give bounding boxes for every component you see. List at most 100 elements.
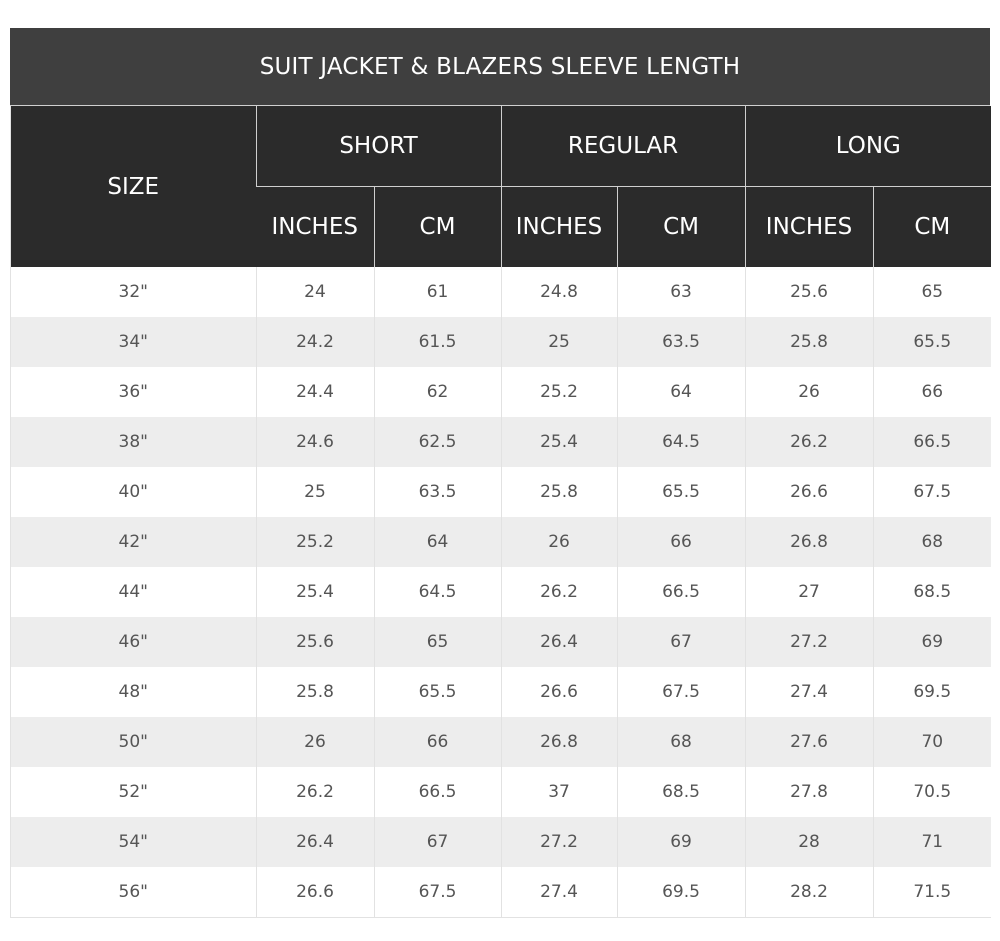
short-cm-cell: 62.5 <box>373 417 502 467</box>
regular-inches-cell: 26.2 <box>500 567 618 617</box>
regular-inches-cell: 25.2 <box>500 367 618 417</box>
size-cell: 52" <box>11 767 256 817</box>
short-inches-cell: 25.2 <box>255 517 374 567</box>
regular-cm-cell: 67.5 <box>616 667 746 717</box>
size-column-header: SIZE <box>11 106 256 267</box>
long-cm-cell: 65 <box>872 267 992 317</box>
long-cm-cell: 68.5 <box>872 567 992 617</box>
short-cm-cell: 66 <box>373 717 502 767</box>
short-inches-cell: 26.2 <box>255 767 374 817</box>
short-cm-cell: 61.5 <box>373 317 502 367</box>
regular-cm-cell: 66 <box>616 517 746 567</box>
long-cm-cell: 69 <box>872 617 992 667</box>
long-inches-cell: 28 <box>744 817 874 867</box>
short-cm-cell: 64 <box>373 517 502 567</box>
long-inches-cell: 28.2 <box>744 867 874 918</box>
long-cm-cell: 65.5 <box>872 317 992 367</box>
size-cell: 32" <box>11 267 256 317</box>
short-inches-cell: 24.4 <box>255 367 374 417</box>
short-cm-cell: 62 <box>373 367 502 417</box>
long-cm-cell: 69.5 <box>872 667 992 717</box>
short-inches-cell: 26 <box>255 717 374 767</box>
short-cm-cell: 65 <box>373 617 502 667</box>
short-cm-cell: 65.5 <box>373 667 502 717</box>
long-inches-cell: 27.2 <box>744 617 874 667</box>
size-cell: 42" <box>11 517 256 567</box>
short-cm-cell: 63.5 <box>373 467 502 517</box>
long-cm-cell: 68 <box>872 517 992 567</box>
size-cell: 48" <box>11 667 256 717</box>
long-inches-cell: 27 <box>744 567 874 617</box>
chart-title: SUIT JACKET & BLAZERS SLEEVE LENGTH <box>10 28 990 106</box>
size-chart: SUIT JACKET & BLAZERS SLEEVE LENGTH SIZE… <box>10 28 992 918</box>
short-inches-cell: 26.6 <box>255 867 374 918</box>
short-inches-cell: 25.4 <box>255 567 374 617</box>
long-inches-cell: 25.6 <box>744 267 874 317</box>
long-cm-cell: 70 <box>872 717 992 767</box>
long-inches-cell: 26.2 <box>744 417 874 467</box>
regular-inches-cell: 26.6 <box>500 667 618 717</box>
table-row: 56" 26.6 67.5 27.4 69.5 28.2 71.5 <box>11 867 992 918</box>
long-inches-cell: 26.8 <box>744 517 874 567</box>
long-cm-cell: 71 <box>872 817 992 867</box>
long-cm-cell: 71.5 <box>872 867 992 918</box>
size-cell: 54" <box>11 817 256 867</box>
regular-cm-cell: 63.5 <box>616 317 746 367</box>
long-cm-cell: 70.5 <box>872 767 992 817</box>
regular-cm-cell: 68.5 <box>616 767 746 817</box>
table-row: 46" 25.6 65 26.4 67 27.2 69 <box>11 617 992 667</box>
regular-cm-cell: 69.5 <box>616 867 746 918</box>
regular-cm-cell: 66.5 <box>616 567 746 617</box>
size-cell: 50" <box>11 717 256 767</box>
long-cm-cell: 67.5 <box>872 467 992 517</box>
long-inches-cell: 27.4 <box>744 667 874 717</box>
regular-inches-cell: 25 <box>500 317 618 367</box>
short-inches-cell: 24 <box>255 267 374 317</box>
long-inches-cell: 26 <box>744 367 874 417</box>
size-cell: 40" <box>11 467 256 517</box>
group-header-regular: REGULAR <box>500 106 746 187</box>
regular-cm-cell: 63 <box>616 267 746 317</box>
size-cell: 36" <box>11 367 256 417</box>
table-row: 32" 24 61 24.8 63 25.6 65 <box>11 267 992 317</box>
unit-header-short-inches: INCHES <box>256 186 374 267</box>
long-cm-cell: 66 <box>872 367 992 417</box>
unit-header-short-cm: CM <box>373 186 502 267</box>
regular-inches-cell: 26.8 <box>500 717 618 767</box>
short-inches-cell: 25.6 <box>255 617 374 667</box>
regular-inches-cell: 25.8 <box>500 467 618 517</box>
short-inches-cell: 25.8 <box>255 667 374 717</box>
short-inches-cell: 25 <box>255 467 374 517</box>
group-header-short: SHORT <box>255 106 502 187</box>
long-inches-cell: 26.6 <box>744 467 874 517</box>
regular-cm-cell: 68 <box>616 717 746 767</box>
regular-inches-cell: 26 <box>500 517 618 567</box>
table-row: 50" 26 66 26.8 68 27.6 70 <box>11 717 992 767</box>
regular-cm-cell: 64.5 <box>616 417 746 467</box>
short-cm-cell: 67.5 <box>373 867 502 918</box>
table-frame: SIZE SHORT REGULAR LONG INCHES CM INCHES… <box>10 106 992 918</box>
size-cell: 44" <box>11 567 256 617</box>
table-row: 40" 25 63.5 25.8 65.5 26.6 67.5 <box>11 467 992 517</box>
table-row: 42" 25.2 64 26 66 26.8 68 <box>11 517 992 567</box>
short-inches-cell: 26.4 <box>255 817 374 867</box>
short-cm-cell: 61 <box>373 267 502 317</box>
unit-header-long-cm: CM <box>872 186 992 267</box>
regular-cm-cell: 67 <box>616 617 746 667</box>
short-cm-cell: 66.5 <box>373 767 502 817</box>
regular-cm-cell: 69 <box>616 817 746 867</box>
unit-header-regular-cm: CM <box>616 186 746 267</box>
long-inches-cell: 27.6 <box>744 717 874 767</box>
long-inches-cell: 27.8 <box>744 767 874 817</box>
long-inches-cell: 25.8 <box>744 317 874 367</box>
table-row: 44" 25.4 64.5 26.2 66.5 27 68.5 <box>11 567 992 617</box>
size-cell: 38" <box>11 417 256 467</box>
table-row: 34" 24.2 61.5 25 63.5 25.8 65.5 <box>11 317 992 367</box>
group-header-long: LONG <box>744 106 992 187</box>
short-cm-cell: 64.5 <box>373 567 502 617</box>
table-row: 54" 26.4 67 27.2 69 28 71 <box>11 817 992 867</box>
regular-inches-cell: 25.4 <box>500 417 618 467</box>
regular-inches-cell: 27.2 <box>500 817 618 867</box>
table-row: 48" 25.8 65.5 26.6 67.5 27.4 69.5 <box>11 667 992 717</box>
size-cell: 34" <box>11 317 256 367</box>
